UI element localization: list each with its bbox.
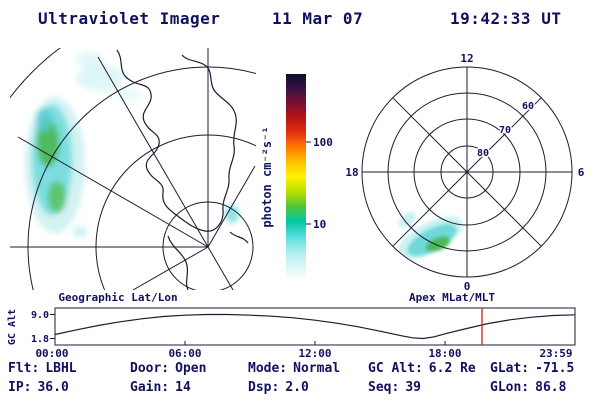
- x-tick-label: 12:00: [298, 347, 331, 360]
- status-label: Mode:: [248, 361, 288, 376]
- mlt-spoke-diagonal: [392, 97, 542, 247]
- aurora-patch: [225, 205, 239, 223]
- coastline-path: [229, 231, 249, 244]
- status-dsp: Dsp: 2.0: [248, 378, 368, 397]
- status-label: Dsp:: [248, 380, 280, 395]
- status-ip: IP: 36.0: [8, 378, 130, 397]
- status-gcalt: GC Alt: 6.2 Re: [368, 359, 490, 378]
- status-value: 86.8: [535, 380, 567, 395]
- map-panel-caption: Geographic Lat/Lon: [58, 291, 177, 304]
- polar-aurora-emission: [397, 212, 463, 260]
- y-tick-label-min: 1.8: [31, 334, 49, 345]
- x-tick-label: 18:00: [428, 347, 461, 360]
- mlat-labels: 60 70 80: [475, 100, 535, 161]
- aurora-patch: [73, 226, 87, 238]
- y-axis-label: GC Alt: [7, 309, 18, 345]
- observation-time: 19:42:33 UT: [450, 9, 562, 28]
- status-label: Door:: [130, 361, 170, 376]
- coastline-path: [116, 49, 237, 232]
- status-value: 39: [405, 380, 421, 395]
- colorbar-gradient: [286, 74, 306, 280]
- aurora-patch: [398, 212, 416, 228]
- meridian-line: [207, 246, 234, 290]
- mlt-label-6: 6: [578, 166, 585, 179]
- polar-panel: 12 18 6 0 60 70 80: [344, 51, 586, 295]
- meridian-line: [132, 246, 209, 290]
- y-tick-label-max: 9.0: [31, 310, 49, 321]
- chart-frame: [54, 307, 576, 346]
- mlt-label-18: 18: [345, 166, 358, 179]
- mlt-label-0: 0: [464, 280, 471, 293]
- colorbar: 100 10 photon cm⁻²s⁻¹: [260, 74, 333, 280]
- meridian-line: [17, 136, 209, 248]
- observation-date: 11 Mar 07: [272, 9, 364, 28]
- status-value: LBHL: [45, 361, 77, 376]
- status-label: GLat:: [490, 361, 530, 376]
- status-door: Door: Open: [130, 359, 248, 378]
- x-tick-label: 23:59: [539, 347, 572, 360]
- meridian-line: [207, 165, 256, 248]
- aurora-core: [48, 181, 66, 213]
- status-value: -71.5: [535, 361, 575, 376]
- mlat-label-70: 70: [499, 125, 511, 136]
- status-value: 36.0: [37, 380, 69, 395]
- mlt-labels: 12 18 6 0: [344, 51, 586, 295]
- colorbar-tick-label: 100: [313, 136, 333, 149]
- x-tick-label: 06:00: [168, 347, 201, 360]
- altitude-curve: [54, 313, 576, 340]
- colorbar-units-label: photon cm⁻²s⁻¹: [260, 126, 274, 227]
- x-tick-labels: 00:00 06:00 12:00 18:00 23:59: [35, 347, 572, 360]
- geographic-map-panel: [10, 48, 256, 290]
- coastline: [116, 49, 249, 290]
- app-title: Ultraviolet Imager: [38, 9, 221, 28]
- colorbar-tick-label: 10: [313, 218, 326, 231]
- aurora-patch: [36, 108, 52, 132]
- mlat-label-60: 60: [522, 101, 534, 112]
- status-value: Normal: [293, 361, 341, 376]
- status-mode: Mode: Normal: [248, 359, 368, 378]
- aurora-patch: [76, 52, 104, 68]
- status-value: Open: [175, 361, 207, 376]
- status-label: Seq:: [368, 380, 400, 395]
- status-glat: GLat: -71.5: [490, 359, 598, 378]
- aurora-patch: [76, 65, 124, 91]
- status-flt: Flt: LBHL: [8, 359, 130, 378]
- status-glon: GLon: 86.8: [490, 378, 598, 397]
- polar-panel-caption: Apex MLat/MLT: [409, 291, 495, 304]
- status-value: 14: [175, 380, 191, 395]
- status-label: Gain:: [130, 380, 170, 395]
- map-aurora-emission: [25, 52, 239, 238]
- status-value: 2.0: [285, 380, 309, 395]
- status-label: GLon:: [490, 380, 530, 395]
- x-tick-label: 00:00: [35, 347, 68, 360]
- status-value: 6.2 Re: [428, 361, 476, 376]
- meridian-line: [97, 56, 209, 248]
- status-label: IP:: [8, 380, 32, 395]
- status-readout: Flt: LBHL Door: Open Mode: Normal GC Alt: 6.…: [8, 359, 598, 397]
- status-gain: Gain: 14: [130, 378, 248, 397]
- coastline-path: [167, 235, 189, 290]
- altitude-strip-chart: 9.0 1.8 GC Alt 00:00 06:00 12:00 18:00 2…: [7, 307, 576, 360]
- polar-grid: [361, 66, 573, 278]
- status-seq: Seq: 39: [368, 378, 490, 397]
- mlat-label-80: 80: [477, 148, 489, 159]
- mlt-label-12: 12: [460, 52, 473, 65]
- map-grid: [10, 48, 256, 290]
- status-label: GC Alt:: [368, 361, 423, 376]
- status-label: Flt:: [8, 361, 40, 376]
